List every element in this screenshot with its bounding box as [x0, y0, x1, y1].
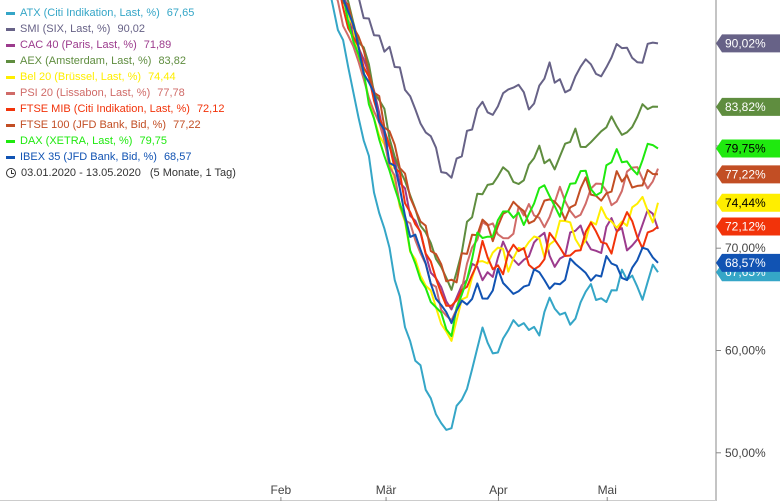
legend-series-name: FTSE MIB (Citi Indikation, Last, %)	[20, 103, 190, 115]
legend-item[interactable]: Bel 20 (Brüssel, Last, %) 74,44	[6, 69, 236, 85]
series-line	[341, 0, 659, 284]
x-tick-label: Feb	[271, 483, 292, 497]
period-range: 03.01.2020 - 13.05.2020	[21, 167, 141, 179]
series-line	[342, 0, 659, 338]
legend-swatch	[6, 43, 15, 47]
end-value-flag-shape	[716, 253, 780, 272]
end-value-flag: 74,44%	[716, 193, 780, 212]
series-line	[346, 0, 659, 291]
end-value-flag: 68,57%	[716, 253, 780, 272]
legend-swatch	[6, 59, 15, 63]
end-value-flag-label: 72,12%	[725, 220, 766, 234]
end-value-flag-shape	[716, 139, 780, 158]
end-value-flag: 90,02%	[716, 34, 780, 53]
legend-swatch	[6, 11, 15, 15]
legend-swatch	[6, 75, 15, 79]
series-line	[342, 0, 659, 342]
end-value-flag: 83,82%	[716, 97, 780, 116]
legend-series-name: DAX (XETRA, Last, %)	[20, 135, 133, 147]
x-tick-label: Apr	[489, 483, 508, 497]
legend-series-value: 90,02	[117, 23, 145, 35]
end-value-flag-label: 79,75%	[725, 141, 766, 155]
legend-swatch	[6, 91, 15, 95]
series-line	[358, 0, 659, 179]
period-info: 03.01.2020 - 13.05.2020 (5 Monate, 1 Tag…	[6, 165, 236, 181]
legend-series-value: 71,89	[143, 39, 172, 51]
legend-swatch	[6, 27, 15, 31]
legend-series-value: 72,12	[196, 103, 225, 115]
end-value-flag: 72,12%	[716, 217, 780, 236]
end-value-flag: 79,75%	[716, 139, 780, 158]
legend-item[interactable]: AEX (Amsterdam, Last, %) 83,82	[6, 53, 236, 69]
legend-item[interactable]: PSI 20 (Lissabon, Last, %) 77,78	[6, 85, 236, 101]
end-value-flag-label: 90,02%	[725, 36, 766, 50]
legend-series-value: 74,44	[148, 71, 176, 83]
end-value-flag-shape	[716, 34, 780, 53]
end-value-flag-label: 74,44%	[725, 196, 766, 210]
legend-item[interactable]: CAC 40 (Paris, Last, %) 71,89	[6, 37, 236, 53]
end-value-flag-label: 77,22%	[725, 167, 766, 181]
legend-series-value: 67,65	[166, 7, 195, 19]
y-tick-label: 50,00%	[725, 446, 766, 460]
end-value-flag-shape	[716, 165, 780, 184]
legend-item[interactable]: FTSE MIB (Citi Indikation, Last, %) 72,12	[6, 101, 236, 117]
series-line	[342, 0, 659, 325]
end-value-flag-shape	[716, 97, 780, 116]
legend-series-value: 77,22	[173, 119, 201, 131]
legend-series-name: CAC 40 (Paris, Last, %)	[20, 39, 137, 51]
legend-series-value: 77,78	[157, 87, 185, 99]
series-line	[344, 0, 659, 311]
chart-legend: ATX (Citi Indikation, Last, %) 67,65 SMI …	[6, 5, 236, 181]
legend-series-name: PSI 20 (Lissabon, Last, %)	[20, 87, 151, 99]
legend-series-value: 68,57	[163, 151, 192, 163]
period-span: (5 Monate, 1 Tag)	[149, 167, 236, 179]
legend-item[interactable]: FTSE 100 (JFD Bank, Bid, %) 77,22	[6, 117, 236, 133]
legend-series-name: Bel 20 (Brüssel, Last, %)	[20, 71, 142, 83]
series-line	[340, 0, 659, 307]
clock-icon	[6, 168, 16, 178]
legend-series-value: 79,75	[139, 135, 168, 147]
legend-swatch	[6, 155, 15, 159]
legend-series-name: AEX (Amsterdam, Last, %)	[20, 55, 152, 67]
end-value-flag: 77,22%	[716, 165, 780, 184]
series-line	[330, 0, 659, 431]
legend-item[interactable]: ATX (Citi Indikation, Last, %) 67,65	[6, 5, 236, 21]
y-tick-label: 70,00%	[725, 241, 766, 255]
x-tick-label: Mai	[598, 483, 617, 497]
legend-swatch	[6, 107, 15, 111]
legend-item[interactable]: IBEX 35 (JFD Bank, Bid, %) 68,57	[6, 149, 236, 165]
end-value-flag-shape	[716, 217, 780, 236]
end-value-flag-label: 68,57%	[725, 256, 766, 270]
legend-swatch	[6, 123, 15, 127]
y-tick-label: 60,00%	[725, 344, 766, 358]
end-value-flag-shape	[716, 193, 780, 212]
end-value-flag-label: 83,82%	[725, 100, 766, 114]
legend-series-name: FTSE 100 (JFD Bank, Bid, %)	[20, 119, 167, 131]
legend-series-value: 83,82	[158, 55, 186, 67]
legend-item[interactable]: SMI (SIX, Last, %) 90,02	[6, 21, 236, 37]
legend-item[interactable]: DAX (XETRA, Last, %) 79,75	[6, 133, 236, 149]
legend-swatch	[6, 139, 15, 143]
legend-series-name: IBEX 35 (JFD Bank, Bid, %)	[20, 151, 157, 163]
x-tick-label: Mär	[376, 483, 397, 497]
series-line	[336, 0, 659, 322]
legend-series-name: SMI (SIX, Last, %)	[20, 23, 111, 35]
legend-series-name: ATX (Citi Indikation, Last, %)	[20, 7, 160, 19]
